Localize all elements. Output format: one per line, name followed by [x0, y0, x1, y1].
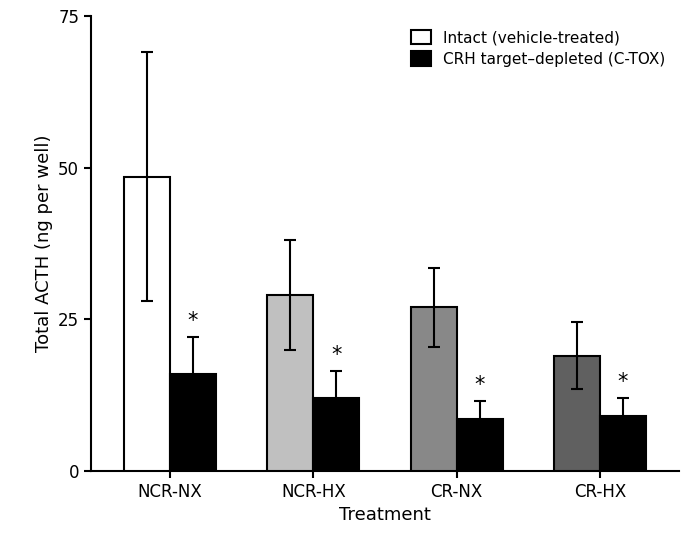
Bar [554, 356, 600, 471]
Y-axis label: Total ACTH (ng per well): Total ACTH (ng per well) [34, 135, 52, 352]
Text: *: * [475, 375, 485, 395]
Bar [411, 307, 456, 471]
Text: *: * [188, 311, 198, 331]
X-axis label: Treatment: Treatment [339, 506, 431, 524]
Bar [314, 398, 359, 471]
Bar [170, 374, 216, 471]
Bar [600, 416, 646, 471]
Legend: Intact (vehicle-treated), CRH target–depleted (C-TOX): Intact (vehicle-treated), CRH target–dep… [405, 24, 671, 73]
Bar [456, 419, 503, 471]
Bar [267, 295, 314, 471]
Text: *: * [618, 372, 629, 392]
Text: *: * [331, 345, 342, 365]
Bar [124, 177, 170, 471]
